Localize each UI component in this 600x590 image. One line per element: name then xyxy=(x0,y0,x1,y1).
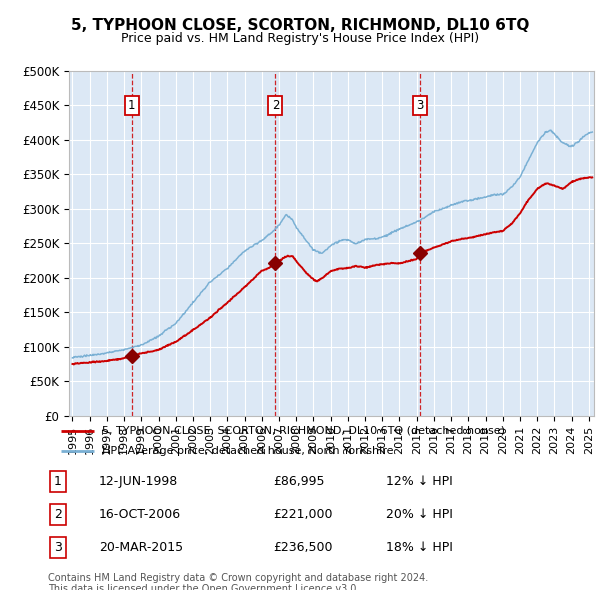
Text: 18% ↓ HPI: 18% ↓ HPI xyxy=(386,541,453,555)
Text: £221,000: £221,000 xyxy=(274,508,333,522)
Text: 20% ↓ HPI: 20% ↓ HPI xyxy=(386,508,453,522)
Text: HPI: Average price, detached house, North Yorkshire: HPI: Average price, detached house, Nort… xyxy=(102,445,393,455)
Text: Price paid vs. HM Land Registry's House Price Index (HPI): Price paid vs. HM Land Registry's House … xyxy=(121,32,479,45)
Text: 12-JUN-1998: 12-JUN-1998 xyxy=(99,475,178,489)
Text: 12% ↓ HPI: 12% ↓ HPI xyxy=(386,475,453,489)
Text: 20-MAR-2015: 20-MAR-2015 xyxy=(99,541,183,555)
Text: 2: 2 xyxy=(54,508,62,522)
Text: 16-OCT-2006: 16-OCT-2006 xyxy=(99,508,181,522)
Text: 5, TYPHOON CLOSE, SCORTON, RICHMOND, DL10 6TQ: 5, TYPHOON CLOSE, SCORTON, RICHMOND, DL1… xyxy=(71,18,529,32)
Text: 2: 2 xyxy=(272,99,279,112)
Text: Contains HM Land Registry data © Crown copyright and database right 2024.: Contains HM Land Registry data © Crown c… xyxy=(48,573,428,584)
Text: 3: 3 xyxy=(416,99,424,112)
Text: 3: 3 xyxy=(54,541,62,555)
Text: 1: 1 xyxy=(128,99,136,112)
Text: 1: 1 xyxy=(54,475,62,489)
Text: 5, TYPHOON CLOSE, SCORTON, RICHMOND, DL10 6TQ (detached house): 5, TYPHOON CLOSE, SCORTON, RICHMOND, DL1… xyxy=(102,425,505,435)
Text: £236,500: £236,500 xyxy=(274,541,333,555)
Text: £86,995: £86,995 xyxy=(274,475,325,489)
Text: This data is licensed under the Open Government Licence v3.0.: This data is licensed under the Open Gov… xyxy=(48,584,359,590)
